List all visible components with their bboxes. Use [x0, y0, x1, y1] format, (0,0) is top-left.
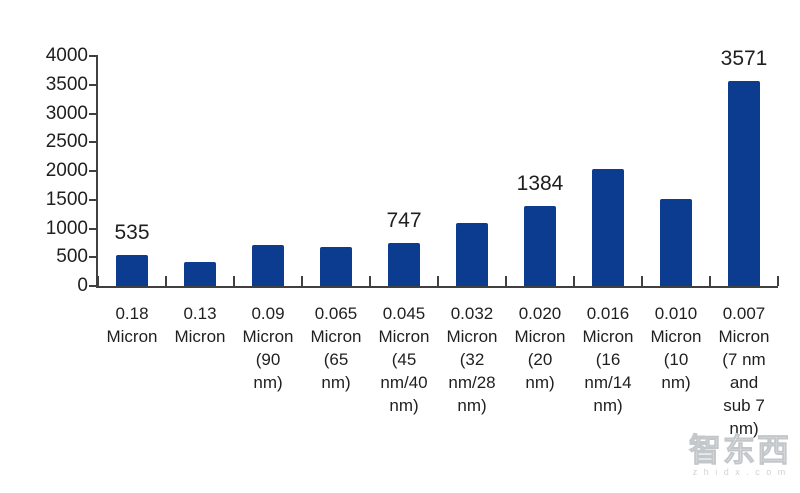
y-tick [89, 227, 97, 230]
x-tick [641, 276, 643, 286]
y-tick [89, 198, 97, 201]
bar [184, 261, 216, 286]
bar [116, 255, 148, 286]
x-category-label: 0.18 Micron [106, 304, 158, 346]
x-tick [165, 276, 167, 286]
bar [660, 199, 692, 286]
bar [592, 169, 624, 286]
y-tick [89, 112, 97, 115]
x-tick [369, 276, 371, 286]
x-category-label: 0.007 Micron (7 nm and sub 7 nm) [718, 304, 770, 438]
bar [524, 206, 556, 286]
x-tick [709, 276, 711, 286]
y-tick-label: 4000 [45, 45, 88, 66]
x-category-label: 0.020 Micron (20 nm) [514, 304, 566, 392]
y-tick [89, 170, 97, 172]
x-category-label: 0.13 Micron [174, 304, 226, 346]
x-axis-line [96, 286, 778, 288]
bar [320, 247, 352, 286]
x-tick [301, 276, 303, 286]
y-tick-label: 1000 [45, 217, 88, 239]
x-tick [97, 276, 99, 286]
x-tick [505, 276, 507, 286]
bar-data-label: 747 [386, 209, 422, 233]
bar [728, 80, 760, 286]
bar-data-label: 3571 [720, 46, 768, 70]
y-tick [89, 83, 97, 86]
x-category-label: 0.016 Micron (16 nm/14 nm) [582, 304, 634, 415]
y-tick-label: 3000 [45, 102, 88, 124]
bar-data-label: 535 [114, 221, 150, 245]
y-tick-label: 500 [56, 246, 88, 268]
y-tick [89, 256, 97, 259]
y-tick-label: 2500 [45, 131, 88, 153]
bar [388, 243, 420, 286]
watermark-domain-text: z h i d x . c o m [692, 467, 788, 477]
x-category-label: 0.032 Micron (32 nm/28 nm) [446, 304, 498, 415]
x-category-label: 0.065 Micron (65 nm) [310, 304, 362, 392]
y-tick [89, 285, 97, 287]
y-tick-label: 3500 [45, 73, 88, 95]
x-category-label: 0.010 Micron (10 nm) [650, 304, 702, 392]
bar [456, 222, 488, 286]
x-tick [233, 276, 235, 286]
bar-data-label: 1384 [516, 172, 564, 196]
x-category-label: 0.045 Micron (45 nm/40 nm) [378, 304, 430, 415]
y-tick-label: 0 [77, 275, 88, 296]
x-tick [777, 276, 779, 286]
x-tick [437, 276, 439, 286]
bar [252, 245, 284, 286]
y-tick-label: 1500 [45, 188, 88, 210]
x-category-label: 0.09 Micron (90 nm) [242, 304, 294, 392]
x-tick [573, 276, 575, 286]
y-tick [89, 141, 97, 144]
y-tick [89, 55, 97, 57]
y-axis-line [96, 55, 98, 288]
y-tick-label: 2000 [45, 160, 88, 181]
plot-area: 535 747 1384 3571 [97, 48, 779, 286]
